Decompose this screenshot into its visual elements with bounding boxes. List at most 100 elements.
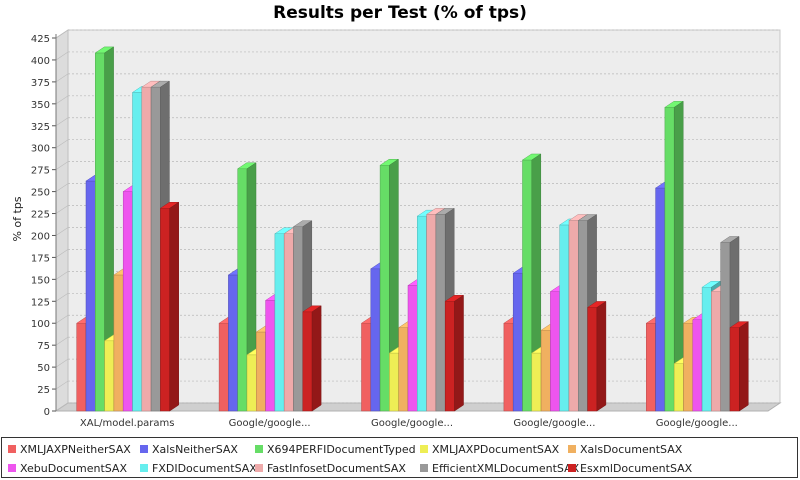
legend-item: FastInfosetDocumentSAX (255, 460, 406, 476)
legend-label: EsxmlDocumentSAX (580, 461, 693, 475)
y-tick-label: 275 (31, 166, 50, 177)
grid-side-line (55, 293, 69, 302)
grid-side-line (55, 95, 69, 105)
bar-front (361, 322, 372, 412)
legend: XMLJAXPNeitherSAX XalsNeitherSAX X694PERFI… (1, 437, 798, 478)
legend-item: EfficientXMLDocumentSAX (420, 460, 579, 476)
legend-swatch (255, 445, 263, 453)
grid-side-line (55, 161, 69, 170)
y-tick-label: 400 (31, 56, 50, 67)
bar-front (218, 322, 229, 412)
grid-side-line (55, 73, 69, 83)
y-tick-label: 75 (37, 341, 50, 352)
legend-swatch (568, 445, 576, 453)
bar-side (454, 294, 464, 412)
bar-front (540, 330, 551, 412)
y-tick-label: 375 (31, 78, 50, 89)
bar-front (559, 224, 570, 412)
y-tick-label: 150 (31, 275, 50, 286)
y-tick-label: 250 (31, 188, 50, 199)
bar (729, 321, 750, 412)
legend-item: X694PERFIDocumentTyped (255, 441, 416, 457)
bar-front (228, 274, 238, 412)
legend-item: XebuDocumentSAX (8, 460, 127, 476)
bar-side (311, 305, 322, 412)
legend-label: EfficientXMLDocumentSAX (432, 461, 580, 475)
bar (159, 201, 180, 412)
bar-side (739, 321, 749, 412)
bar-front (701, 287, 712, 412)
bar-front (568, 220, 579, 412)
x-tick-label: Google/google... (229, 418, 311, 429)
bar (301, 305, 322, 412)
bar-front (729, 327, 740, 412)
bar-front (444, 301, 455, 412)
plot-side-wall (55, 29, 69, 412)
grid-side-line (55, 249, 69, 258)
bar-front (407, 285, 418, 412)
bar-front (370, 268, 381, 412)
chart-title: Results per Test (% of tps) (273, 3, 527, 23)
bar-front (435, 214, 446, 412)
legend-swatch (568, 464, 576, 472)
y-tick-label: 300 (31, 144, 50, 155)
legend-label: XebuDocumentSAX (20, 461, 127, 475)
bar-front (426, 214, 437, 412)
bar-front (237, 168, 248, 412)
grid-side-line (55, 51, 69, 61)
legend-label: XMLJAXPDocumentSAX (432, 442, 560, 456)
grid-side-line (55, 314, 69, 324)
bar (444, 294, 465, 412)
y-tick-label: 350 (31, 100, 50, 111)
grid-side-line (55, 380, 69, 390)
bar-front (293, 226, 304, 412)
y-tick-label: 425 (31, 34, 50, 45)
bar-front (302, 311, 313, 412)
bar-front (132, 92, 143, 412)
legend-item: EsxmlDocumentSAX (568, 460, 692, 476)
grid-side-line (55, 117, 69, 127)
legend-label: XalsNeitherSAX (152, 442, 238, 456)
bar-side (169, 201, 179, 412)
grid-side-line (55, 183, 69, 192)
bar-front (673, 363, 684, 412)
grid-side-line (55, 139, 69, 148)
legend-item: XMLJAXPDocumentSAX (420, 441, 559, 457)
bar-front (720, 242, 731, 412)
bar-front (389, 352, 399, 412)
grid-side-line (55, 205, 69, 214)
bar-front (283, 233, 294, 412)
bar-front (587, 307, 598, 412)
bar-front (417, 215, 427, 412)
bar-front (95, 52, 105, 412)
bar-front (141, 86, 152, 412)
x-tick-label: XAL/model.params (80, 418, 175, 429)
y-tick-label: 125 (31, 297, 50, 308)
bar-front (274, 233, 285, 412)
bar-front (160, 208, 170, 412)
legend-label: XMLJAXPNeitherSAX (20, 442, 131, 456)
bar (664, 100, 685, 412)
bar-front (522, 159, 533, 412)
bar (94, 46, 115, 412)
x-tick-label: Google/google... (513, 418, 595, 429)
grid-side-line (55, 336, 69, 346)
bar-front (655, 187, 666, 412)
bar-front (646, 322, 656, 412)
legend-swatch (420, 464, 428, 472)
y-tick-label: 50 (37, 363, 50, 374)
plot-area: 0 25 50 75 100 125 150 175 200 225 250 275 300 325 350… (31, 29, 782, 429)
bar-front (246, 354, 257, 412)
legend-label: FXDIDocumentSAX (152, 461, 257, 475)
legend-label: FastInfosetDocumentSAX (267, 461, 406, 475)
y-tick-label: 225 (31, 210, 50, 221)
chart-svg: Results per Test (% of tps) % of tps 0 25… (11, 3, 782, 429)
bar-front (150, 86, 161, 412)
bar (586, 300, 607, 412)
legend-swatch (140, 445, 148, 453)
grid-side-line (55, 271, 69, 280)
legend-label: XalsDocumentSAX (580, 442, 683, 456)
legend-item: XMLJAXPNeitherSAX (8, 441, 131, 457)
bar-front (550, 291, 560, 412)
